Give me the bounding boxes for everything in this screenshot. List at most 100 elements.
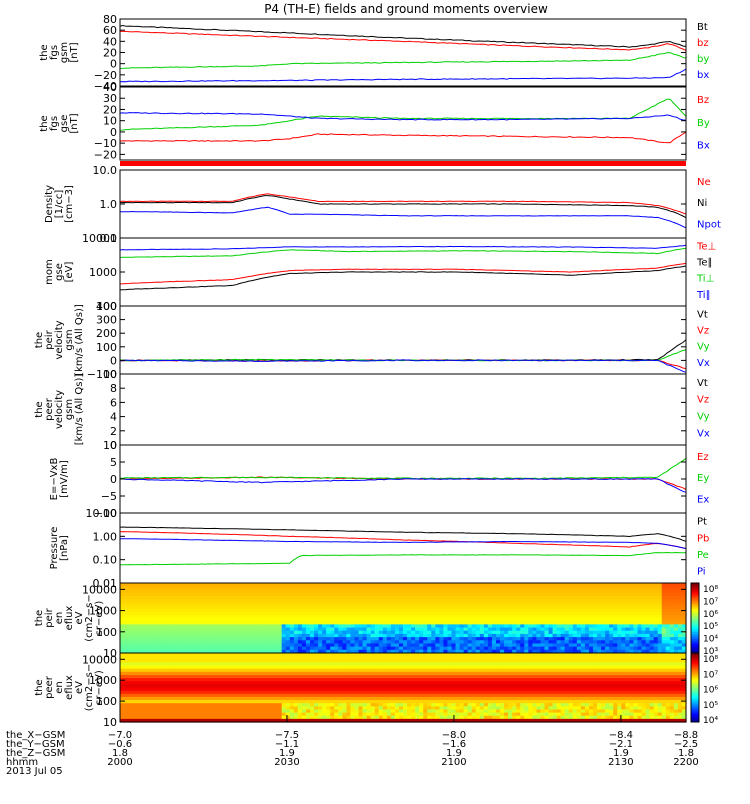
legend-entry: Bt (697, 22, 708, 33)
legend-entry: Ex (697, 494, 709, 505)
y-tick-label: 1000 (89, 266, 117, 279)
legend-entry: By (697, 118, 710, 129)
legend-entry: Vz (697, 395, 709, 406)
series-line-fgs_gse-1 (120, 99, 686, 130)
y-tick-label: 1.00 (93, 530, 118, 543)
legend-entry: Ti∥ (696, 290, 711, 301)
y-tick-label: 6 (110, 396, 117, 409)
legend-entry: Ne (697, 177, 711, 188)
series-line-fgs_gsm-3 (120, 69, 686, 82)
y-tick-label: 300 (96, 314, 117, 327)
y-tick-label: −5 (101, 490, 117, 503)
y-tick-label: 5 (110, 456, 117, 469)
legend-entry: Ez (697, 452, 709, 463)
y-tick-label: 200 (96, 327, 117, 340)
colorbar-tick-label: 10⁸ (703, 585, 718, 595)
legend-entry: Pb (697, 533, 709, 544)
y-tick-label: 100 (96, 341, 117, 354)
y-tick-label: 0 (110, 354, 117, 367)
y-axis-label: [mV/m] (59, 460, 70, 498)
series-line-peir_velocity-2 (120, 350, 686, 361)
legend-entry: Ti⊥ (696, 274, 714, 285)
y-tick-label: 10.0 (93, 164, 118, 177)
panel-frame (120, 306, 686, 374)
legend-entry: Bx (697, 141, 710, 152)
y-tick-label: 10.00 (86, 507, 118, 520)
legend-entry: bx (697, 70, 709, 81)
plot-title: P4 (TH-E) fields and ground moments over… (264, 2, 548, 16)
y-tick-label: 10 (103, 368, 117, 381)
legend-entry: Vz (697, 326, 709, 337)
y-axis-label: [eV] (64, 262, 75, 283)
legend-entry: Vt (697, 378, 708, 389)
legend-entry: Vx (697, 429, 710, 440)
legend-entry: Vy (697, 342, 710, 353)
series-line-fgs_gsm-0 (120, 26, 686, 48)
panel-frame (120, 87, 686, 160)
panel-frame (120, 374, 686, 445)
y-tick-label: 8 (110, 382, 117, 395)
y-tick-label: 10 (103, 439, 117, 452)
legend-entry: Vt (697, 309, 708, 320)
legend-entry: Pe (697, 550, 709, 561)
y-axis-label: sr−eV) (94, 601, 105, 636)
colorbar-tick-label: 10⁵ (703, 622, 718, 632)
spectrogram-peer_spectrogram (120, 653, 687, 723)
y-axis-label: [nT] (69, 42, 80, 62)
y-tick-label: 10000 (82, 232, 117, 245)
series-line-fgs_gsm-1 (120, 31, 686, 50)
panel-frame (120, 19, 686, 86)
y-axis-label: [nT] (69, 113, 80, 133)
y-axis-label: [cm−3] (64, 185, 75, 223)
colorbar-tick-label: 10⁷ (703, 597, 718, 607)
colorbar-tick-label: 10⁶ (703, 610, 718, 620)
series-line-efield-1 (120, 458, 686, 478)
series-line-density-1 (120, 196, 686, 218)
y-tick-label: −20 (94, 148, 117, 161)
legend-entry: Npot (697, 219, 721, 230)
series-line-efield-2 (120, 479, 686, 493)
y-tick-label: 4 (110, 411, 117, 424)
y-axis-label: [km/s (All Qs)] (74, 304, 85, 376)
legend-entry: Vx (697, 358, 710, 369)
legend-entry: bz (697, 38, 709, 49)
legend-entry: Te⊥ (696, 241, 716, 252)
y-axis-label: [km/s (All Qs)] (74, 374, 85, 446)
series-line-peir_velocity-3 (120, 360, 686, 372)
series-line-peir_velocity-0 (120, 340, 686, 361)
legend-entry: Ey (697, 473, 709, 484)
colorbar-tick-label: 10⁴ (703, 635, 718, 645)
legend-entry: by (697, 54, 709, 65)
y-tick-label: 1.0 (100, 198, 118, 211)
legend-entry: Pi (697, 567, 706, 578)
series-line-fgs_gse-2 (120, 113, 686, 121)
series-line-pressure-3 (120, 553, 686, 565)
series-line-temperature-0 (120, 245, 686, 250)
legend-entry: Te∥ (696, 258, 713, 269)
series-line-fgs_gsm-2 (120, 53, 686, 69)
y-tick-label: 400 (96, 300, 117, 313)
legend-entry: Pt (697, 517, 707, 528)
spectrogram-peir_spectrogram (120, 583, 687, 654)
panel-frame (120, 513, 686, 583)
legend-entry: Bz (697, 95, 709, 106)
y-axis-label: [nPa] (59, 535, 70, 561)
legend-entry: Ni (697, 198, 707, 209)
legend-entry: Vy (697, 412, 710, 423)
y-tick-label: 0 (110, 473, 117, 486)
series-line-density-2 (120, 207, 686, 228)
y-tick-label: 2 (110, 425, 117, 438)
